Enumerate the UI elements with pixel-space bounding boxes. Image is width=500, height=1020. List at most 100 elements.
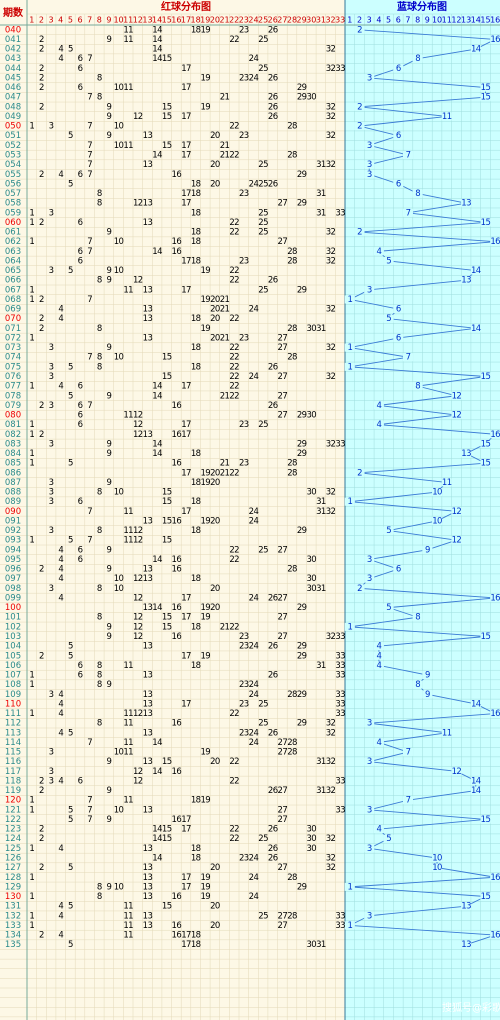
issue-label: 118 bbox=[5, 776, 21, 786]
red-number: 15 bbox=[162, 516, 172, 526]
red-number: 10 bbox=[114, 237, 124, 247]
red-number: 1 bbox=[29, 921, 34, 931]
red-column-label: 3 bbox=[49, 16, 54, 25]
blue-number-bg bbox=[480, 439, 491, 448]
blue-number: 8 bbox=[415, 189, 420, 199]
blue-number: 12 bbox=[452, 411, 462, 421]
red-number: 32 bbox=[326, 102, 336, 112]
red-column-label: 28 bbox=[287, 16, 297, 25]
red-number: 17 bbox=[181, 873, 191, 883]
red-number: 25 bbox=[258, 64, 268, 74]
red-number: 17 bbox=[181, 931, 191, 941]
red-number: 7 bbox=[87, 507, 92, 517]
blue-number: 1 bbox=[347, 882, 352, 892]
red-number: 24 bbox=[249, 728, 259, 738]
red-number: 9 bbox=[107, 391, 112, 401]
red-number: 18 bbox=[191, 189, 201, 199]
red-number: 6 bbox=[78, 497, 83, 507]
blue-number: 7 bbox=[406, 748, 411, 758]
red-number: 24 bbox=[249, 642, 259, 652]
red-number: 25 bbox=[258, 911, 268, 921]
issue-label: 126 bbox=[5, 853, 21, 863]
blue-number-bg bbox=[364, 844, 375, 853]
red-number: 27 bbox=[278, 738, 288, 748]
red-number: 25 bbox=[258, 834, 268, 844]
blue-number: 1 bbox=[347, 343, 352, 353]
red-number: 30 bbox=[306, 834, 316, 844]
red-number: 32 bbox=[326, 786, 336, 796]
red-number: 29 bbox=[297, 93, 307, 103]
red-number: 8 bbox=[97, 199, 102, 209]
red-number: 1 bbox=[29, 218, 34, 228]
issue-label: 122 bbox=[5, 815, 21, 825]
issue-label: 117 bbox=[5, 767, 21, 777]
red-number: 19 bbox=[200, 295, 210, 305]
red-number: 19 bbox=[200, 892, 210, 902]
red-number: 26 bbox=[268, 786, 278, 796]
red-number: 7 bbox=[87, 151, 92, 161]
blue-number: 3 bbox=[367, 911, 372, 921]
red-number: 11 bbox=[123, 931, 133, 941]
issue-label: 052 bbox=[5, 141, 21, 151]
red-number: 13 bbox=[143, 430, 153, 440]
red-number: 23 bbox=[239, 256, 249, 266]
blue-number-bg bbox=[470, 324, 481, 333]
red-number: 32 bbox=[326, 863, 336, 873]
issue-label: 111 bbox=[5, 709, 21, 719]
issue-label: 063 bbox=[5, 247, 21, 257]
red-number: 8 bbox=[97, 526, 102, 536]
red-number: 13 bbox=[143, 699, 153, 709]
red-number: 1 bbox=[29, 237, 34, 247]
red-number: 3 bbox=[49, 439, 54, 449]
issue-label: 128 bbox=[5, 873, 21, 883]
red-number: 9 bbox=[107, 882, 112, 892]
red-number: 18 bbox=[191, 237, 201, 247]
red-number: 24 bbox=[249, 372, 259, 382]
red-number: 31 bbox=[316, 507, 326, 517]
red-number: 23 bbox=[239, 680, 249, 690]
red-number: 11 bbox=[123, 35, 133, 45]
red-number: 27 bbox=[278, 391, 288, 401]
issue-label: 095 bbox=[5, 555, 21, 565]
red-number: 8 bbox=[97, 680, 102, 690]
red-number: 7 bbox=[87, 247, 92, 257]
issue-label: 094 bbox=[5, 545, 21, 555]
issue-label: 059 bbox=[5, 208, 21, 218]
blue-number-bg bbox=[412, 680, 423, 689]
red-number: 9 bbox=[107, 545, 112, 555]
red-number: 25 bbox=[258, 420, 268, 430]
red-number: 14 bbox=[152, 54, 162, 64]
blue-number: 12 bbox=[452, 507, 462, 517]
red-number: 5 bbox=[68, 815, 73, 825]
red-number: 8 bbox=[97, 719, 102, 729]
blue-number-bg bbox=[432, 853, 443, 862]
red-number: 6 bbox=[78, 247, 83, 257]
red-number: 20 bbox=[210, 305, 220, 315]
issue-label: 133 bbox=[5, 921, 21, 931]
issue-label: 067 bbox=[5, 285, 21, 295]
blue-number: 16 bbox=[490, 237, 500, 247]
red-number: 11 bbox=[123, 25, 133, 35]
issue-label: 078 bbox=[5, 391, 21, 401]
red-number: 5 bbox=[68, 459, 73, 469]
red-number: 25 bbox=[258, 228, 268, 238]
red-number: 25 bbox=[258, 285, 268, 295]
red-column-label: 25 bbox=[258, 16, 268, 25]
red-number: 20 bbox=[210, 333, 220, 343]
issue-label: 073 bbox=[5, 343, 21, 353]
red-number: 8 bbox=[97, 324, 102, 334]
red-column-label: 30 bbox=[306, 16, 316, 25]
blue-number-bg bbox=[393, 131, 404, 140]
red-number: 19 bbox=[200, 324, 210, 334]
red-number: 17 bbox=[181, 256, 191, 266]
blue-column-label: 15 bbox=[480, 16, 490, 25]
red-number: 9 bbox=[107, 112, 112, 122]
blue-number: 14 bbox=[471, 776, 481, 786]
red-number: 6 bbox=[78, 671, 83, 681]
blue-number: 3 bbox=[367, 285, 372, 295]
red-number: 29 bbox=[297, 83, 307, 93]
red-number: 1 bbox=[29, 536, 34, 546]
red-number: 20 bbox=[210, 757, 220, 767]
blue-number-bg bbox=[402, 796, 413, 805]
red-number: 13 bbox=[143, 844, 153, 854]
